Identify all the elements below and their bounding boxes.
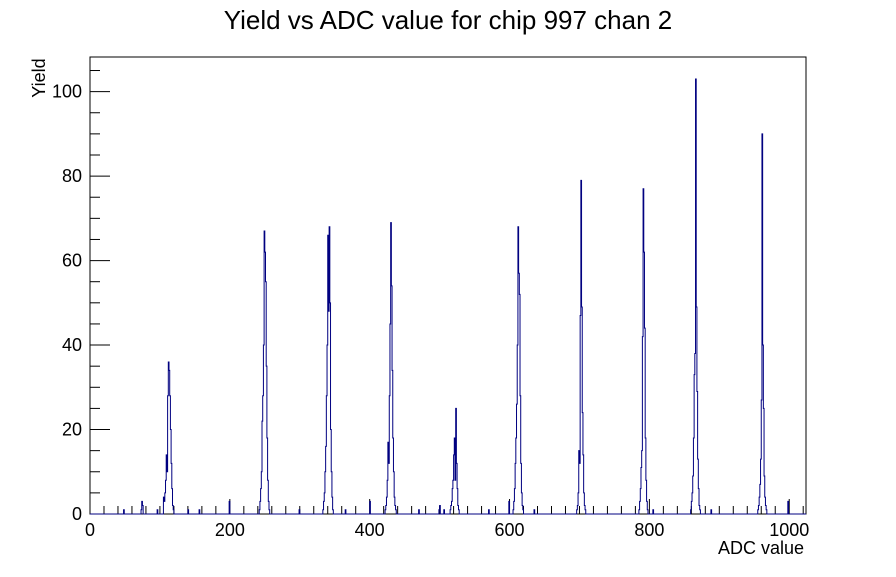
x-tick-label: 600 [495, 520, 525, 540]
y-tick-label: 20 [62, 420, 82, 440]
y-tick-label: 60 [62, 251, 82, 271]
y-tick-label: 100 [52, 82, 82, 102]
y-tick-label: 0 [72, 504, 82, 524]
x-axis-label: ADC value [718, 538, 804, 558]
histogram-series-line [90, 78, 806, 515]
x-tick-label: 1000 [769, 520, 809, 540]
chart-title: Yield vs ADC value for chip 997 chan 2 [224, 5, 673, 35]
y-axis: 0 20 40 60 80 100 [52, 70, 110, 524]
x-tick-label: 800 [634, 520, 664, 540]
y-tick-label: 80 [62, 166, 82, 186]
y-tick-label: 40 [62, 335, 82, 355]
x-tick-label: 200 [215, 520, 245, 540]
plot-frame [89, 56, 807, 515]
x-tick-label: 0 [85, 520, 95, 540]
x-axis: 0 200 400 600 800 1000 [85, 499, 809, 540]
y-axis-label: Yield [29, 58, 49, 97]
x-tick-label: 400 [355, 520, 385, 540]
